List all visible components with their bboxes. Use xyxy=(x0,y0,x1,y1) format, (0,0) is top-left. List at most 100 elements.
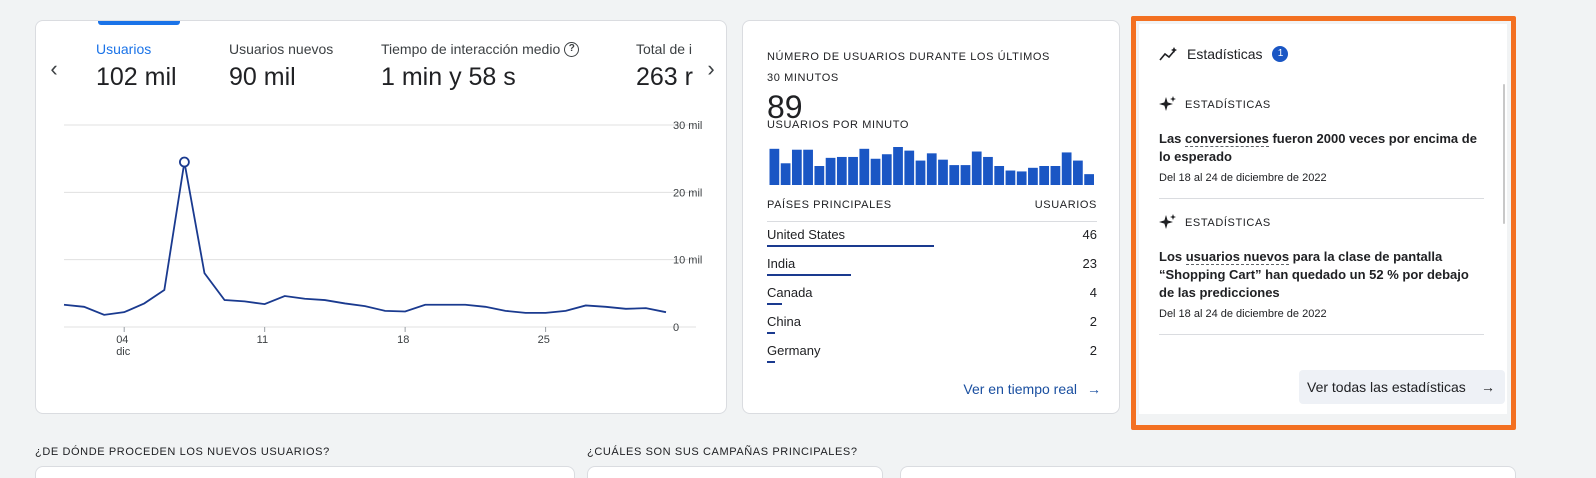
per-minute-bar xyxy=(983,156,993,185)
insight-text: Las conversiones fueron 2000 veces por e… xyxy=(1159,131,1477,164)
per-minute-bar xyxy=(904,150,915,185)
help-icon[interactable]: ? xyxy=(564,41,580,57)
country-name: China xyxy=(767,314,801,329)
insight-kicker: ESTADÍSTICAS xyxy=(1185,99,1271,111)
users-label: USUARIOS xyxy=(1034,199,1097,211)
per-minute-bar xyxy=(1084,174,1094,185)
per-minute-label: USUARIOS POR MINUTO xyxy=(767,119,909,131)
country-row: United States 46 xyxy=(767,227,1097,255)
scrollbar[interactable] xyxy=(1503,84,1505,224)
country-row: China 2 xyxy=(767,314,1097,342)
view-realtime-label: Ver en tiempo real xyxy=(963,381,1077,397)
chevron-left-icon[interactable]: ‹ xyxy=(50,56,58,81)
country-share-bar xyxy=(767,361,775,363)
divider xyxy=(1159,334,1484,335)
per-minute-bar xyxy=(825,157,836,185)
metric-value: 1 min y 58 s xyxy=(381,63,516,91)
x-tick-label: 04 xyxy=(116,334,128,346)
per-minute-bar xyxy=(1039,166,1050,185)
new-users-heading: ¿DE DÓNDE PROCEDEN LOS NUEVOS USUARIOS? xyxy=(35,446,330,458)
per-minute-bar xyxy=(1016,171,1027,185)
per-minute-bar xyxy=(1028,167,1038,185)
y-tick-label: 30 mil xyxy=(673,120,702,132)
country-share-bar xyxy=(767,274,851,276)
view-all-insights-button[interactable]: Ver todas las estadísticas → xyxy=(1299,370,1505,404)
per-minute-bar-chart xyxy=(769,147,1094,185)
y-tick-label: 0 xyxy=(673,322,679,334)
country-share-bar xyxy=(767,245,934,247)
per-minute-bar xyxy=(926,153,937,185)
per-minute-bar xyxy=(881,154,892,185)
realtime-title: NÚMERO DE USUARIOS DURANTE LOS ÚLTIMOS 3… xyxy=(767,51,1050,84)
x-tick-label: 11 xyxy=(257,334,268,346)
per-minute-bar xyxy=(836,156,847,185)
chevron-right-icon[interactable]: › xyxy=(707,56,715,81)
peak-point xyxy=(178,156,190,168)
campaigns-table-card xyxy=(900,466,1516,478)
per-minute-bar xyxy=(870,158,881,185)
insight-date: Del 18 al 24 de diciembre de 2022 xyxy=(1159,308,1327,320)
per-minute-bar xyxy=(938,159,948,185)
view-realtime-link[interactable]: Ver en tiempo real → xyxy=(963,381,1101,397)
country-share-bar xyxy=(767,303,782,305)
country-row: India 23 xyxy=(767,256,1097,284)
campaigns-card xyxy=(587,466,883,478)
per-minute-bar xyxy=(1050,166,1061,185)
per-minute-bar xyxy=(949,165,960,185)
country-row: Germany 2 xyxy=(767,343,1097,371)
active-tab-indicator xyxy=(98,21,180,25)
sparkle-icon xyxy=(1159,214,1176,229)
countries-label: PAÍSES PRINCIPALES xyxy=(767,199,892,211)
view-all-insights-label: Ver todas las estadísticas xyxy=(1307,379,1466,395)
per-minute-bar xyxy=(1073,160,1083,185)
country-users: 2 xyxy=(1089,314,1097,329)
x-tick-label: 25 xyxy=(538,334,550,346)
per-minute-bar xyxy=(769,148,780,185)
per-minute-bar xyxy=(915,160,926,185)
country-users: 4 xyxy=(1089,285,1097,300)
per-minute-bar xyxy=(893,147,903,185)
metric-label: Usuarios nuevos xyxy=(229,41,334,57)
metric-value: 90 mil xyxy=(229,63,296,91)
insights-header: Estadísticas 1 xyxy=(1159,46,1289,62)
insights-card: Estadísticas 1 ESTADÍSTICAS Las conversi… xyxy=(1139,24,1507,414)
insight-item[interactable]: ESTADÍSTICAS Las conversiones fueron 200… xyxy=(1159,96,1489,184)
metric-tab-users[interactable]: Usuarios 102 mil xyxy=(96,41,177,92)
metric-value: 263 r xyxy=(636,63,693,91)
country-name: Canada xyxy=(767,285,813,300)
highlight-outline xyxy=(1131,16,1516,430)
y-tick-label: 10 mil xyxy=(673,255,702,267)
metric-tab-total-events[interactable]: Total de i 263 r xyxy=(636,41,696,92)
country-share-bar xyxy=(767,332,775,334)
users-series-line xyxy=(63,161,667,316)
divider xyxy=(1159,198,1484,199)
new-users-card xyxy=(35,466,575,478)
per-minute-bar xyxy=(803,149,813,185)
metric-value: 102 mil xyxy=(96,63,177,91)
campaigns-heading: ¿CUÁLES SON SUS CAMPAÑAS PRINCIPALES? xyxy=(587,446,858,458)
trend-sparkle-icon xyxy=(1159,47,1177,61)
insights-title: Estadísticas xyxy=(1187,46,1263,62)
insight-text: Los usuarios nuevos para la clase de pan… xyxy=(1159,249,1469,300)
insight-item[interactable]: ESTADÍSTICAS Los usuarios nuevos para la… xyxy=(1159,214,1489,320)
arrow-right-icon: → xyxy=(1087,381,1101,397)
metric-tab-engagement-time[interactable]: Tiempo de interacción medio ? 1 min y 58… xyxy=(381,41,580,92)
per-minute-bar xyxy=(1005,170,1016,185)
metric-tab-new-users[interactable]: Usuarios nuevos 90 mil xyxy=(229,41,333,92)
metric-label: Tiempo de interacción medio xyxy=(381,41,561,57)
realtime-card: NÚMERO DE USUARIOS DURANTE LOS ÚLTIMOS 3… xyxy=(742,20,1120,414)
insights-count-badge: 1 xyxy=(1272,46,1289,62)
country-users: 46 xyxy=(1082,227,1097,242)
insight-date: Del 18 al 24 de diciembre de 2022 xyxy=(1159,172,1327,184)
sparkle-icon xyxy=(1159,96,1176,111)
y-tick-label: 20 mil xyxy=(673,187,702,199)
x-tick-sublabel: dic xyxy=(116,346,131,358)
per-minute-bar xyxy=(814,166,825,185)
country-row: Canada 4 xyxy=(767,285,1097,313)
realtime-count: 89 xyxy=(767,89,803,125)
metric-label: Total de i xyxy=(636,41,693,57)
country-name: Germany xyxy=(767,343,821,358)
country-name: United States xyxy=(767,227,846,242)
per-minute-bar xyxy=(994,166,1005,185)
